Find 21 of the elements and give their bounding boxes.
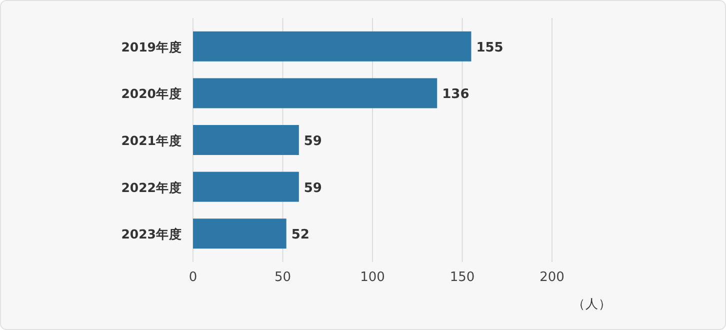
x-tick-label: 50 <box>274 270 292 285</box>
y-tick-label: 2022年度 <box>121 180 182 195</box>
x-axis-title: （人） <box>572 296 612 311</box>
x-tick-label: 150 <box>450 270 475 285</box>
x-tick-label: 100 <box>360 270 385 285</box>
bar <box>193 172 299 202</box>
x-tick-label: 200 <box>540 270 564 285</box>
y-tick-label: 2020年度 <box>121 86 182 102</box>
x-tick-label: 0 <box>188 270 198 285</box>
y-tick-label: 2021年度 <box>121 133 182 148</box>
bar <box>193 125 299 155</box>
data-label: 59 <box>304 180 322 196</box>
bar <box>193 218 286 249</box>
data-label: 155 <box>476 40 504 56</box>
bar <box>193 31 472 62</box>
data-label: 52 <box>291 228 310 243</box>
data-label: 136 <box>442 87 470 102</box>
data-label: 59 <box>304 134 322 149</box>
bar <box>193 78 438 108</box>
y-tick-label: 2023年度 <box>121 226 182 242</box>
y-tick-label: 2019年度 <box>121 39 182 54</box>
